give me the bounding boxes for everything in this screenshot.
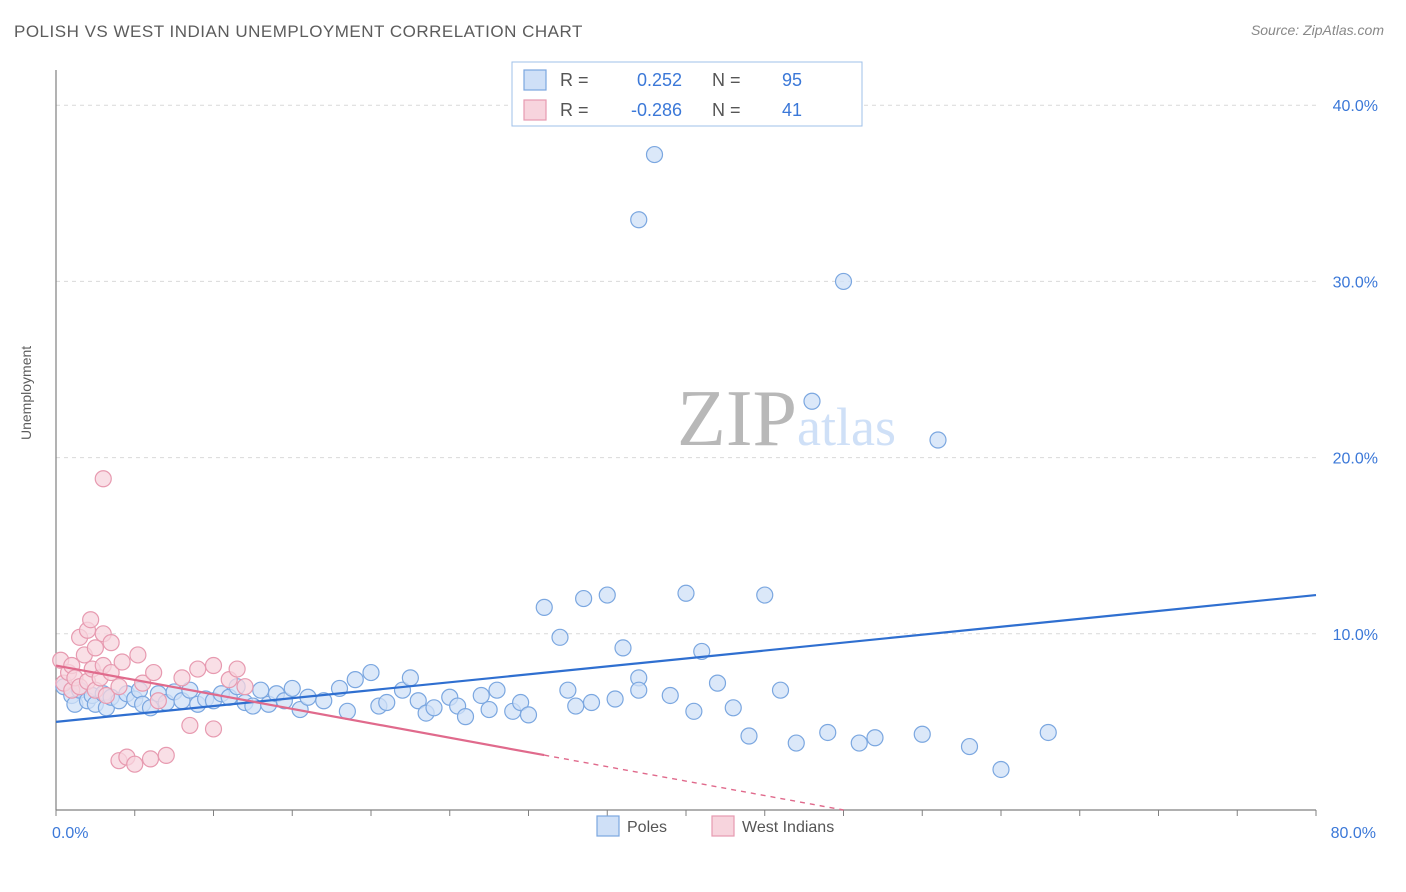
legend-series-name: West Indians xyxy=(742,819,834,836)
data-point xyxy=(458,709,474,725)
data-point xyxy=(87,640,103,656)
data-point xyxy=(962,739,978,755)
data-point xyxy=(552,629,568,645)
data-point xyxy=(631,682,647,698)
data-point xyxy=(143,751,159,767)
data-point xyxy=(402,670,418,686)
data-point xyxy=(489,682,505,698)
data-point xyxy=(284,680,300,696)
trend-line-dashed xyxy=(544,755,843,810)
legend-n-value: 41 xyxy=(782,100,802,120)
data-point xyxy=(206,658,222,674)
data-point xyxy=(95,471,111,487)
data-point xyxy=(820,724,836,740)
data-point xyxy=(757,587,773,603)
data-point xyxy=(686,703,702,719)
data-point xyxy=(560,682,576,698)
data-point xyxy=(536,599,552,615)
y-tick-label: 20.0% xyxy=(1333,451,1378,468)
data-point xyxy=(867,730,883,746)
data-point xyxy=(347,672,363,688)
scatter-chart: 10.0% 20.0% 30.0% 40.0% 0.0% 80.0% ZIPatlas R =… xyxy=(48,60,1386,850)
data-point xyxy=(851,735,867,751)
data-point xyxy=(190,661,206,677)
data-point xyxy=(599,587,615,603)
legend-r-label: R = xyxy=(560,70,589,90)
data-point xyxy=(253,682,269,698)
data-point xyxy=(647,147,663,163)
data-point xyxy=(146,665,162,681)
y-axis-label: Unemployment xyxy=(18,346,34,440)
data-point xyxy=(788,735,804,751)
y-tick-label: 30.0% xyxy=(1333,274,1378,291)
data-point xyxy=(521,707,537,723)
source-attribution: Source: ZipAtlas.com xyxy=(1251,22,1384,38)
legend-n-label: N = xyxy=(712,70,741,90)
data-point xyxy=(615,640,631,656)
data-point xyxy=(804,393,820,409)
data-point xyxy=(114,654,130,670)
data-point xyxy=(1040,724,1056,740)
data-point xyxy=(130,647,146,663)
legend-r-label: R = xyxy=(560,100,589,120)
y-tick-label: 40.0% xyxy=(1333,98,1378,115)
data-point xyxy=(741,728,757,744)
data-point xyxy=(930,432,946,448)
y-tick-label: 10.0% xyxy=(1333,627,1378,644)
data-point xyxy=(773,682,789,698)
data-point xyxy=(83,612,99,628)
data-point xyxy=(103,635,119,651)
data-point xyxy=(111,679,127,695)
data-point xyxy=(379,695,395,711)
x-tick-start: 0.0% xyxy=(52,825,88,842)
legend-swatch xyxy=(524,70,546,90)
legend-series-name: Poles xyxy=(627,819,667,836)
data-point xyxy=(710,675,726,691)
data-point xyxy=(678,585,694,601)
data-point xyxy=(426,700,442,716)
data-point xyxy=(631,212,647,228)
chart-title: POLISH VS WEST INDIAN UNEMPLOYMENT CORRE… xyxy=(14,22,583,42)
legend-r-value: 0.252 xyxy=(637,70,682,90)
data-point xyxy=(473,687,489,703)
data-point xyxy=(481,702,497,718)
legend-n-label: N = xyxy=(712,100,741,120)
data-point xyxy=(182,717,198,733)
data-point xyxy=(993,761,1009,777)
data-point xyxy=(127,756,143,772)
data-point xyxy=(206,721,222,737)
data-point xyxy=(568,698,584,714)
data-point xyxy=(158,747,174,763)
data-point xyxy=(584,695,600,711)
data-point xyxy=(150,693,166,709)
watermark: ZIPatlas xyxy=(677,375,896,463)
legend-swatch xyxy=(524,100,546,120)
data-point xyxy=(576,591,592,607)
trend-line-solid xyxy=(56,595,1316,722)
data-point xyxy=(836,273,852,289)
legend-r-value: -0.286 xyxy=(631,100,682,120)
data-point xyxy=(363,665,379,681)
x-tick-end: 80.0% xyxy=(1331,825,1376,842)
data-point xyxy=(662,687,678,703)
data-point xyxy=(914,726,930,742)
data-point xyxy=(229,661,245,677)
data-point xyxy=(237,679,253,695)
legend-n-value: 95 xyxy=(782,70,802,90)
legend-swatch xyxy=(597,816,619,836)
data-point xyxy=(607,691,623,707)
data-point xyxy=(174,670,190,686)
legend-swatch xyxy=(712,816,734,836)
data-point xyxy=(725,700,741,716)
